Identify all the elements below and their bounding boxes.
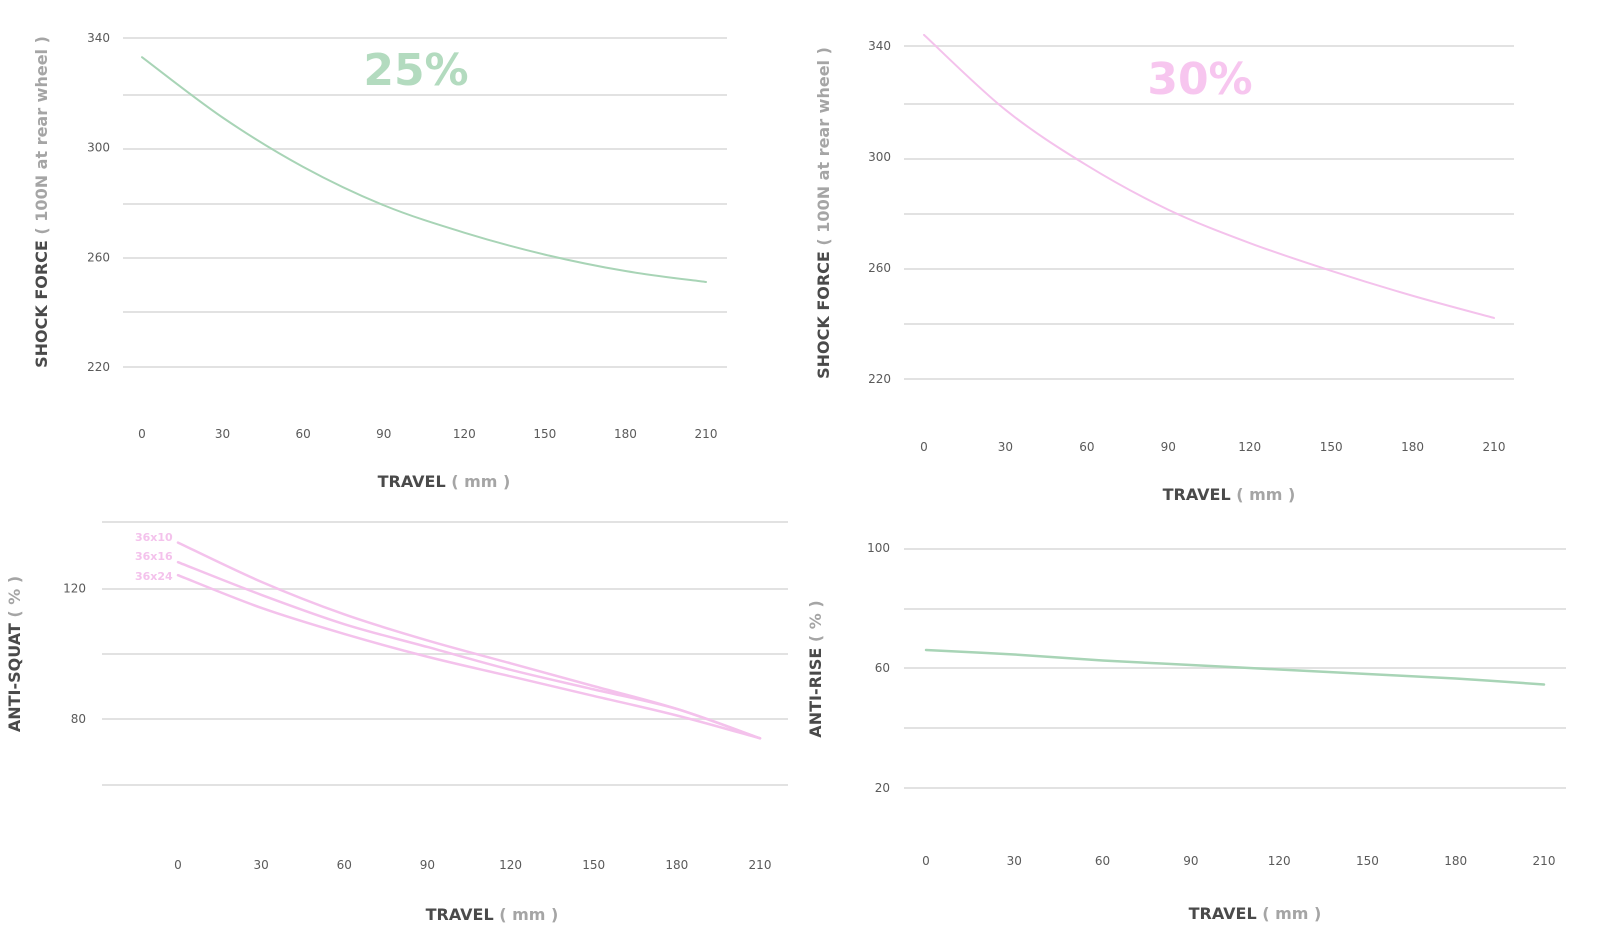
y-axis-title-unit: ( % ) [806,600,825,642]
y-axis-title: ANTI-SQUAT ( % ) [5,576,24,732]
series-line-1 [141,56,707,284]
y-axis-title-unit: ( 100N at rear wheel ) [32,36,51,235]
x-tick-label: 150 [1320,440,1343,454]
x-axis-title-main: TRAVEL [1189,904,1257,923]
y-axis-title-main: SHOCK FORCE [814,251,833,379]
x-tick-label: 210 [1533,854,1556,868]
x-axis-title-main: TRAVEL [378,472,446,491]
y-tick-label: 300 [87,141,110,155]
y-tick-label: 260 [868,261,891,275]
y-tick-label: 220 [868,372,891,386]
x-axis-title-unit: ( mm ) [451,472,510,491]
chart-br: 100 60 20 0 30 60 90 120 150 180 210 TRAVEL ( mm ) A… [806,541,1566,923]
x-axis-title: TRAVEL ( mm ) [378,472,511,491]
x-tick-label: 90 [420,858,435,872]
legend-label: 36x16 [135,550,173,563]
legend-label: 36x24 [135,570,173,583]
chart-tl: 340 300 260 220 0 30 60 90 120 150 180 210 TRAVEL ( … [32,31,727,491]
y-tick-label: 80 [71,712,86,726]
x-tick-label: 120 [1238,440,1261,454]
x-tick-label: 0 [920,440,928,454]
y-axis-title-main: ANTI-RISE [806,648,825,738]
x-axis-title: TRAVEL ( mm ) [426,905,559,924]
y-tick-label: 340 [87,31,110,45]
x-tick-label: 210 [749,858,772,872]
x-tick-label: 30 [998,440,1013,454]
x-tick-label: 180 [614,427,637,441]
series-line-1 [923,33,1495,319]
legend-label: 36x10 [135,531,173,544]
y-axis-title-main: SHOCK FORCE [32,240,51,368]
x-tick-label: 120 [453,427,476,441]
x-tick-label: 60 [337,858,352,872]
y-axis-title: SHOCK FORCE ( 100N at rear wheel ) [32,36,51,368]
x-axis-title-main: TRAVEL [1163,485,1231,504]
y-axis-title-unit: ( % ) [5,576,24,618]
y-tick-label: 100 [867,541,890,555]
x-tick-label: 30 [1007,854,1022,868]
x-tick-label: 30 [215,427,230,441]
x-axis-title-unit: ( mm ) [1262,904,1321,923]
x-tick-label: 180 [665,858,688,872]
chart-title: 30% [1147,54,1252,105]
series-line-1 [924,648,1546,686]
y-tick-label: 220 [87,360,110,374]
series-line-36x24 [176,573,762,740]
x-tick-label: 120 [499,858,522,872]
x-tick-label: 210 [1483,440,1506,454]
y-axis-title-main: ANTI-SQUAT [5,623,24,732]
y-axis-title: ANTI-RISE ( % ) [806,600,825,737]
x-tick-label: 0 [174,858,182,872]
x-tick-label: 90 [1161,440,1176,454]
x-tick-label: 30 [254,858,269,872]
chart-bl: 120 80 0 30 60 90 120 150 180 210 TRAVEL ( mm ) ANT… [5,521,788,924]
x-axis-title: TRAVEL ( mm ) [1163,485,1296,504]
x-tick-label: 60 [1095,854,1110,868]
x-axis-title-unit: ( mm ) [499,905,558,924]
x-tick-label: 180 [1401,440,1424,454]
x-axis-title-unit: ( mm ) [1236,485,1295,504]
x-tick-label: 60 [1079,440,1094,454]
x-axis-title-main: TRAVEL [426,905,494,924]
x-axis-title: TRAVEL ( mm ) [1189,904,1322,923]
x-tick-label: 150 [582,858,605,872]
y-tick-label: 60 [875,661,890,675]
series-line-36x16 [176,560,762,740]
x-tick-label: 180 [1444,854,1467,868]
x-tick-label: 150 [1356,854,1379,868]
y-tick-label: 340 [868,39,891,53]
x-tick-label: 90 [376,427,391,441]
y-tick-label: 260 [87,250,110,264]
x-tick-label: 90 [1183,854,1198,868]
y-axis-title: SHOCK FORCE ( 100N at rear wheel ) [814,47,833,379]
chart-title: 25% [363,45,468,96]
x-tick-label: 150 [533,427,556,441]
x-tick-label: 210 [695,427,718,441]
y-tick-label: 20 [875,781,890,795]
x-tick-label: 120 [1268,854,1291,868]
x-tick-label: 60 [296,427,311,441]
x-tick-label: 0 [922,854,930,868]
y-axis-title-unit: ( 100N at rear wheel ) [814,47,833,246]
y-tick-label: 300 [868,150,891,164]
y-tick-label: 120 [63,581,86,595]
x-tick-label: 0 [138,427,146,441]
chart-tr: 340 300 260 220 0 30 60 90 120 150 180 210 TRAVEL ( … [814,33,1514,504]
